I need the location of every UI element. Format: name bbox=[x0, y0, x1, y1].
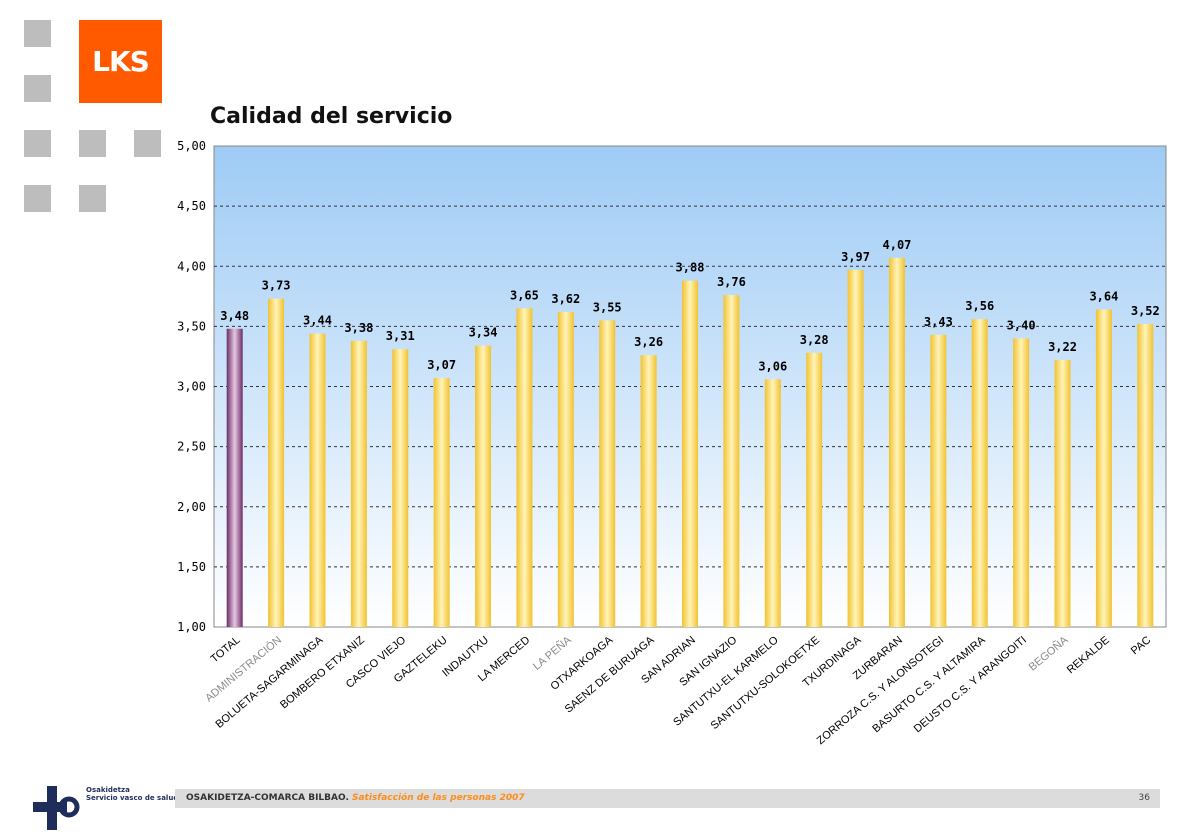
x-axis-labels: TOTALADMINISTRACIÓNBOLUETA-SAGARMINAGABO… bbox=[203, 633, 1154, 747]
value-label: 3,52 bbox=[1131, 304, 1160, 318]
decor-square bbox=[79, 130, 106, 157]
decor-square bbox=[134, 130, 161, 157]
bar bbox=[1054, 360, 1071, 627]
decor-square bbox=[79, 185, 106, 212]
value-label: 3,34 bbox=[469, 326, 498, 340]
bar bbox=[1137, 323, 1154, 627]
value-label: 3,64 bbox=[1089, 290, 1118, 304]
osakidetza-name: Osakidetza bbox=[86, 786, 130, 794]
value-label: 3,76 bbox=[717, 275, 746, 289]
bar bbox=[309, 333, 326, 627]
bar bbox=[971, 319, 988, 627]
value-label: 3,26 bbox=[634, 335, 663, 349]
value-label: 3,22 bbox=[1048, 340, 1077, 354]
lks-logo: LKS bbox=[79, 20, 162, 103]
footer-subtitle: Satisfacción de las personas 2007 bbox=[352, 793, 525, 803]
osakidetza-logo-icon bbox=[33, 786, 80, 830]
value-label: 3,88 bbox=[676, 261, 705, 275]
x-tick-label: REKALDE bbox=[1065, 634, 1112, 676]
footer-bar bbox=[175, 789, 1160, 808]
bar bbox=[392, 349, 409, 627]
value-labels: 3,48 3,73 3,44 3,38 3,31 3,07 3,34 3,65 3,62 3,55… bbox=[220, 238, 1160, 373]
value-label: 4,07 bbox=[883, 238, 912, 252]
page-number: 36 bbox=[1138, 793, 1150, 803]
page-title: Calidad del servicio bbox=[210, 104, 453, 129]
value-label: 3,31 bbox=[386, 329, 415, 343]
footer-text: OSAKIDETZA-COMARCA BILBAO. Satisfacción … bbox=[186, 793, 525, 803]
value-label: 3,28 bbox=[800, 333, 829, 347]
value-label: 3,07 bbox=[427, 358, 456, 372]
value-label: 3,62 bbox=[551, 292, 580, 306]
bar bbox=[806, 352, 823, 627]
x-tick-label: PAC bbox=[1129, 634, 1153, 657]
bar bbox=[599, 320, 616, 627]
value-label: 3,06 bbox=[758, 359, 787, 373]
bar bbox=[640, 355, 657, 627]
y-tick-label: 1,50 bbox=[177, 560, 206, 574]
value-label: 3,55 bbox=[593, 300, 622, 314]
y-tick-label: 3,00 bbox=[177, 380, 206, 394]
value-label: 3,43 bbox=[924, 315, 953, 329]
bar bbox=[723, 295, 740, 627]
bar bbox=[1013, 338, 1030, 627]
bars bbox=[226, 257, 1154, 627]
decor-square bbox=[24, 130, 51, 157]
osakidetza-brand: Osakidetza Servicio vasco de salud bbox=[86, 786, 178, 802]
value-label: 3,73 bbox=[262, 279, 291, 293]
bar bbox=[475, 345, 492, 627]
bar bbox=[1095, 309, 1112, 627]
value-label: 3,44 bbox=[303, 314, 332, 328]
bar bbox=[350, 340, 367, 627]
y-tick-label: 2,50 bbox=[177, 440, 206, 454]
value-label: 3,40 bbox=[1007, 318, 1036, 332]
bar bbox=[557, 311, 574, 627]
value-label: 3,97 bbox=[841, 250, 870, 264]
decor-square bbox=[24, 20, 51, 47]
bar bbox=[764, 379, 781, 627]
bar bbox=[268, 298, 285, 627]
bar bbox=[847, 269, 864, 627]
osakidetza-tagline: Servicio vasco de salud bbox=[86, 794, 179, 802]
value-label: 3,38 bbox=[344, 321, 373, 335]
decor-square bbox=[24, 185, 51, 212]
bar bbox=[226, 328, 243, 627]
y-tick-label: 5,00 bbox=[177, 139, 206, 153]
y-axis: 1,00 1,50 2,00 2,50 3,00 3,50 4,00 4,50 5,00 bbox=[177, 139, 206, 634]
x-tick-label: ADMINISTRACIÓN bbox=[203, 633, 284, 704]
y-tick-label: 4,50 bbox=[177, 199, 206, 213]
bar bbox=[682, 280, 698, 627]
y-tick-label: 2,00 bbox=[177, 500, 206, 514]
bar bbox=[433, 378, 450, 627]
decor-square bbox=[24, 75, 51, 102]
value-label: 3,65 bbox=[510, 288, 539, 302]
y-tick-label: 3,50 bbox=[177, 319, 206, 333]
x-tick-label: TOTAL bbox=[209, 634, 243, 665]
y-tick-label: 4,00 bbox=[177, 259, 206, 273]
bar bbox=[888, 257, 905, 627]
bar bbox=[516, 308, 533, 627]
value-label: 3,56 bbox=[965, 299, 994, 313]
y-tick-label: 1,00 bbox=[177, 620, 206, 634]
footer-org: OSAKIDETZA-COMARCA BILBAO. bbox=[186, 793, 349, 803]
bar bbox=[930, 334, 947, 627]
bar-chart: 1,00 1,50 2,00 2,50 3,00 3,50 4,00 4,50 5,00 3,4… bbox=[177, 139, 1167, 747]
value-label: 3,48 bbox=[220, 309, 249, 323]
